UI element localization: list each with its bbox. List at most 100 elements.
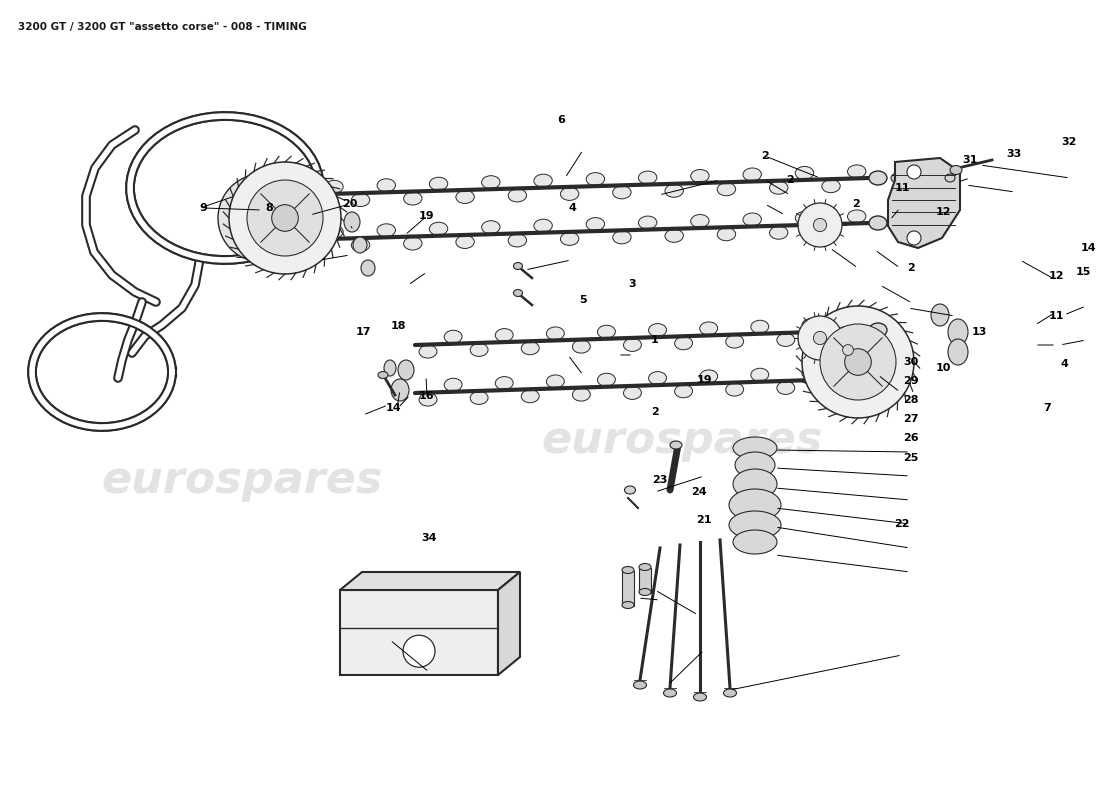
- Ellipse shape: [482, 176, 500, 189]
- Text: 15: 15: [1076, 267, 1091, 277]
- Ellipse shape: [514, 262, 522, 270]
- Ellipse shape: [455, 190, 474, 203]
- Text: 14: 14: [386, 403, 402, 413]
- Bar: [639, 568, 651, 593]
- Text: 13: 13: [971, 327, 987, 337]
- Circle shape: [908, 165, 921, 179]
- Ellipse shape: [666, 230, 683, 242]
- Text: 18: 18: [390, 322, 406, 331]
- Ellipse shape: [691, 214, 710, 227]
- Ellipse shape: [852, 317, 871, 330]
- Text: 19: 19: [696, 375, 712, 385]
- Ellipse shape: [521, 342, 539, 354]
- Ellipse shape: [717, 182, 736, 196]
- Text: 1: 1: [650, 335, 659, 345]
- Ellipse shape: [869, 323, 887, 337]
- Ellipse shape: [802, 318, 820, 331]
- Ellipse shape: [729, 511, 781, 539]
- Circle shape: [845, 349, 871, 375]
- Ellipse shape: [547, 375, 564, 388]
- Ellipse shape: [717, 228, 736, 241]
- Ellipse shape: [822, 225, 840, 238]
- Ellipse shape: [404, 237, 422, 250]
- Ellipse shape: [613, 186, 631, 199]
- Ellipse shape: [377, 224, 396, 237]
- Ellipse shape: [869, 216, 887, 230]
- Text: 25: 25: [903, 453, 918, 462]
- Circle shape: [843, 345, 854, 355]
- Ellipse shape: [444, 330, 462, 343]
- Ellipse shape: [514, 290, 522, 297]
- Ellipse shape: [572, 388, 591, 401]
- Ellipse shape: [735, 452, 776, 478]
- Circle shape: [218, 174, 306, 262]
- Text: 27: 27: [903, 414, 918, 424]
- Ellipse shape: [324, 180, 343, 194]
- Ellipse shape: [770, 181, 788, 194]
- Ellipse shape: [674, 385, 693, 398]
- Text: eurospares: eurospares: [541, 418, 823, 462]
- Circle shape: [820, 324, 896, 400]
- Text: 14: 14: [1081, 243, 1097, 253]
- Text: 5: 5: [580, 295, 586, 305]
- Text: 29: 29: [903, 376, 918, 386]
- Ellipse shape: [751, 320, 769, 334]
- Circle shape: [248, 180, 323, 256]
- Text: 2: 2: [851, 199, 860, 209]
- Text: 30: 30: [903, 357, 918, 366]
- Circle shape: [813, 218, 826, 232]
- Bar: [340, 590, 498, 675]
- Ellipse shape: [948, 339, 968, 365]
- Ellipse shape: [351, 194, 370, 206]
- Ellipse shape: [847, 210, 866, 223]
- Ellipse shape: [351, 238, 370, 251]
- Ellipse shape: [455, 235, 474, 249]
- Ellipse shape: [674, 337, 693, 350]
- Ellipse shape: [777, 334, 794, 346]
- Ellipse shape: [663, 689, 676, 697]
- Ellipse shape: [419, 393, 437, 406]
- Text: 12: 12: [936, 207, 952, 217]
- Ellipse shape: [770, 226, 788, 239]
- Ellipse shape: [649, 323, 667, 337]
- Ellipse shape: [822, 180, 840, 193]
- Text: 20: 20: [342, 199, 358, 209]
- Ellipse shape: [560, 187, 579, 200]
- Circle shape: [830, 332, 866, 368]
- Ellipse shape: [802, 366, 820, 379]
- Ellipse shape: [891, 173, 905, 183]
- Text: 31: 31: [962, 155, 978, 165]
- Ellipse shape: [495, 377, 514, 390]
- Text: 17: 17: [355, 327, 371, 337]
- Circle shape: [245, 188, 305, 248]
- Bar: [621, 571, 634, 606]
- Text: 16: 16: [419, 391, 435, 401]
- Ellipse shape: [572, 340, 591, 353]
- Ellipse shape: [950, 166, 962, 174]
- Ellipse shape: [742, 213, 761, 226]
- Ellipse shape: [670, 441, 682, 449]
- Text: 4: 4: [568, 203, 576, 213]
- Ellipse shape: [398, 360, 414, 380]
- Ellipse shape: [638, 216, 657, 229]
- Text: 21: 21: [696, 515, 712, 525]
- Circle shape: [908, 231, 921, 245]
- Text: 32: 32: [1062, 138, 1077, 147]
- Ellipse shape: [700, 370, 717, 383]
- Ellipse shape: [733, 469, 777, 499]
- Ellipse shape: [621, 566, 634, 574]
- Ellipse shape: [891, 218, 905, 228]
- Text: 24: 24: [691, 487, 706, 497]
- Ellipse shape: [508, 234, 527, 247]
- Text: 2: 2: [760, 151, 769, 161]
- Text: 4: 4: [1060, 359, 1069, 369]
- Circle shape: [272, 205, 298, 231]
- Ellipse shape: [742, 168, 761, 181]
- Ellipse shape: [639, 563, 651, 570]
- Text: 9: 9: [199, 203, 208, 213]
- Text: 23: 23: [652, 475, 668, 485]
- Text: 7: 7: [1043, 403, 1052, 413]
- Ellipse shape: [726, 383, 744, 396]
- Text: 2: 2: [785, 175, 794, 185]
- Ellipse shape: [624, 386, 641, 399]
